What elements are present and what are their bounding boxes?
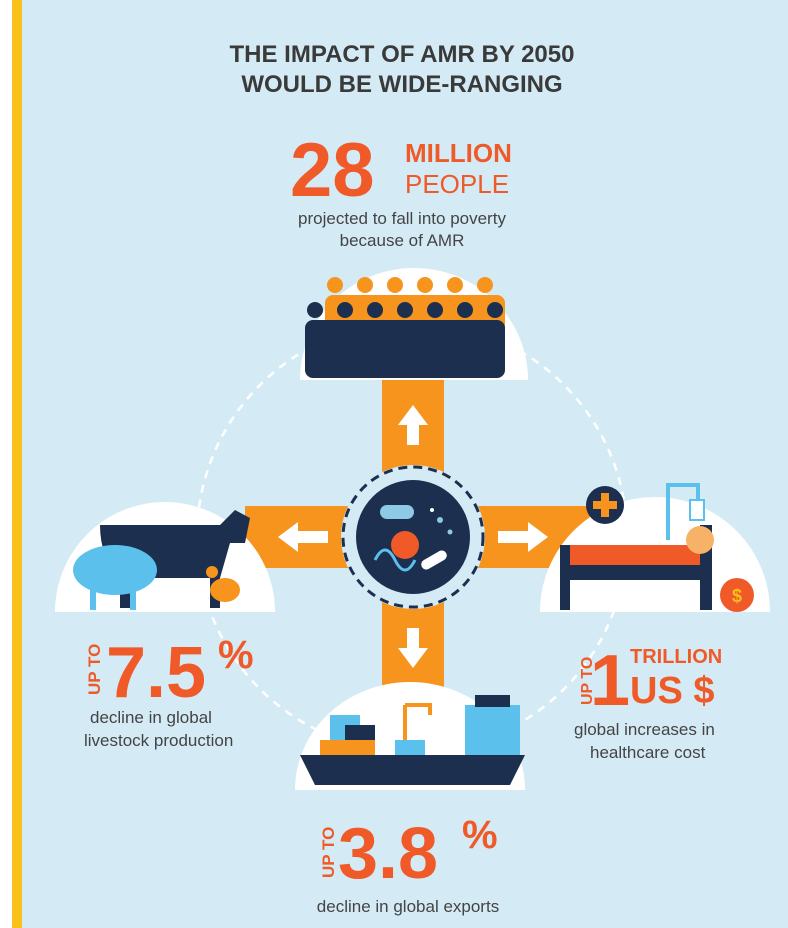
people-icon (305, 277, 505, 378)
poverty-unit: PEOPLE (405, 169, 509, 199)
healthcare-number: 1 (590, 641, 630, 721)
livestock-number: 7.5 (106, 633, 206, 713)
poverty-text: because of AMR (340, 231, 465, 250)
poverty-unit: MILLION (405, 138, 512, 168)
livestock-text: livestock production (84, 731, 233, 750)
bacteria (373, 505, 453, 572)
title-line: WOULD BE WIDE-RANGING (241, 71, 562, 98)
title-line: THE IMPACT OF AMR BY 2050 (230, 41, 575, 68)
livestock-text: decline in global (90, 708, 212, 727)
exports-number: 3.8 (338, 814, 438, 894)
exports-text: decline in global exports (317, 897, 499, 916)
exports-prefix: UP TO (319, 827, 338, 878)
healthcare-unit: US $ (630, 670, 714, 712)
poverty-text: projected to fall into poverty (298, 209, 506, 228)
poverty-number: 28 (290, 128, 375, 213)
healthcare-prefix: UP TO (579, 657, 596, 705)
side-bar (12, 0, 22, 928)
exports-unit: % (462, 813, 498, 857)
healthcare-text: global increases in (574, 720, 715, 739)
svg-text:$: $ (732, 586, 742, 606)
livestock-unit: % (218, 633, 254, 677)
arrows (278, 405, 548, 668)
center-dashed (341, 465, 485, 609)
healthcare-icon: $ (560, 483, 754, 612)
healthcare-unit: TRILLION (630, 646, 722, 668)
livestock-prefix: UP TO (85, 644, 104, 695)
healthcare-text: healthcare cost (590, 743, 706, 762)
ship-icon (300, 695, 525, 785)
livestock-icon (73, 510, 250, 610)
